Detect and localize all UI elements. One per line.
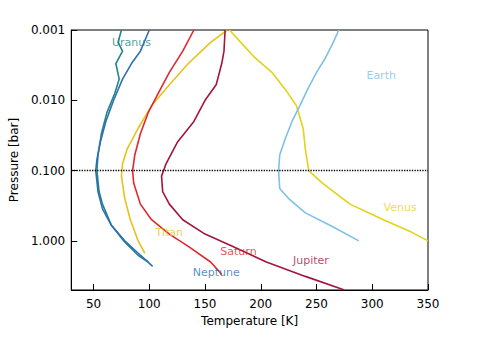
svg-text:Earth: Earth bbox=[366, 69, 396, 82]
svg-text:Titan: Titan bbox=[155, 226, 183, 239]
svg-text:100: 100 bbox=[138, 297, 161, 311]
svg-text:0.010: 0.010 bbox=[31, 93, 65, 107]
svg-text:200: 200 bbox=[249, 297, 272, 311]
svg-text:0.001: 0.001 bbox=[31, 23, 65, 37]
svg-text:Uranus: Uranus bbox=[112, 36, 151, 49]
svg-text:250: 250 bbox=[305, 297, 328, 311]
svg-text:Jupiter: Jupiter bbox=[292, 254, 329, 267]
svg-text:50: 50 bbox=[86, 297, 101, 311]
svg-text:Neptune: Neptune bbox=[193, 266, 240, 279]
svg-text:Saturn: Saturn bbox=[220, 245, 256, 258]
svg-text:Pressure [bar]: Pressure [bar] bbox=[7, 118, 21, 202]
svg-text:Venus: Venus bbox=[384, 201, 417, 214]
svg-text:1.000: 1.000 bbox=[31, 234, 65, 248]
svg-text:150: 150 bbox=[194, 297, 217, 311]
svg-text:300: 300 bbox=[361, 297, 384, 311]
svg-text:350: 350 bbox=[417, 297, 440, 311]
svg-text:0.100: 0.100 bbox=[31, 164, 65, 178]
svg-text:Temperature [K]: Temperature [K] bbox=[200, 314, 298, 328]
